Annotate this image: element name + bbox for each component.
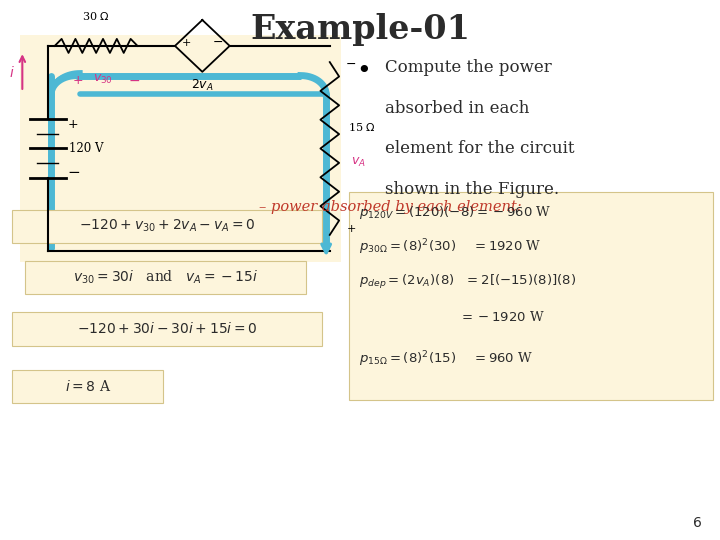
Text: +: + (73, 75, 84, 87)
Text: $p_{dep} = (2v_A)(8)\;\;\;= 2[(-15)(8)](8)$: $p_{dep} = (2v_A)(8)\;\;\;= 2[(-15)(8)](… (359, 273, 576, 291)
Text: element for the circuit: element for the circuit (385, 140, 575, 157)
Text: – power absorbed by each element:: – power absorbed by each element: (259, 200, 522, 214)
Text: +: + (346, 225, 356, 234)
Text: $v_{30}$: $v_{30}$ (94, 73, 113, 86)
Text: +: + (181, 38, 192, 48)
Text: $2v_A$: $2v_A$ (191, 78, 214, 93)
FancyBboxPatch shape (20, 35, 341, 262)
Text: $v_{30} = 30i$   and   $v_A = -15i$: $v_{30} = 30i$ and $v_A = -15i$ (73, 269, 258, 286)
FancyBboxPatch shape (12, 370, 163, 403)
Text: −: − (128, 74, 140, 88)
Text: $p_{120V} = (120)(-8) = -960$ W: $p_{120V} = (120)(-8) = -960$ W (359, 204, 551, 221)
FancyBboxPatch shape (12, 312, 322, 346)
Text: $-120 + v_{30} + 2v_A - v_A = 0$: $-120 + v_{30} + 2v_A - v_A = 0$ (79, 218, 255, 234)
FancyBboxPatch shape (12, 210, 322, 243)
Text: $i = 8$ A: $i = 8$ A (65, 379, 111, 394)
Text: $p_{15\Omega} = (8)^2(15)\quad\;= 960$ W: $p_{15\Omega} = (8)^2(15)\quad\;= 960$ W (359, 349, 533, 369)
Text: Compute the power: Compute the power (385, 59, 552, 76)
Text: 120 V: 120 V (69, 142, 104, 155)
Text: absorbed in each: absorbed in each (385, 100, 530, 117)
Text: −: − (346, 58, 356, 71)
Text: $-120 + 30i - 30i + 15i = 0$: $-120 + 30i - 30i + 15i = 0$ (77, 321, 257, 336)
Text: 30 $\Omega$: 30 $\Omega$ (82, 10, 110, 22)
Text: −: − (68, 165, 81, 180)
Text: shown in the Figure.: shown in the Figure. (385, 181, 559, 198)
Text: $p_{30\Omega} = (8)^2(30)\quad\;= 1920$ W: $p_{30\Omega} = (8)^2(30)\quad\;= 1920$ … (359, 237, 541, 256)
Text: 6: 6 (693, 516, 702, 530)
Text: −: − (213, 36, 223, 49)
Text: $= -1920$ W: $= -1920$ W (459, 310, 545, 324)
FancyBboxPatch shape (25, 261, 306, 294)
Text: $i$: $i$ (9, 65, 14, 80)
Text: •: • (356, 59, 371, 83)
FancyBboxPatch shape (349, 192, 713, 400)
Text: $v_A$: $v_A$ (351, 156, 366, 168)
Text: 15 $\Omega$: 15 $\Omega$ (348, 121, 376, 133)
Text: +: + (68, 118, 78, 131)
Text: Example-01: Example-01 (250, 13, 470, 46)
